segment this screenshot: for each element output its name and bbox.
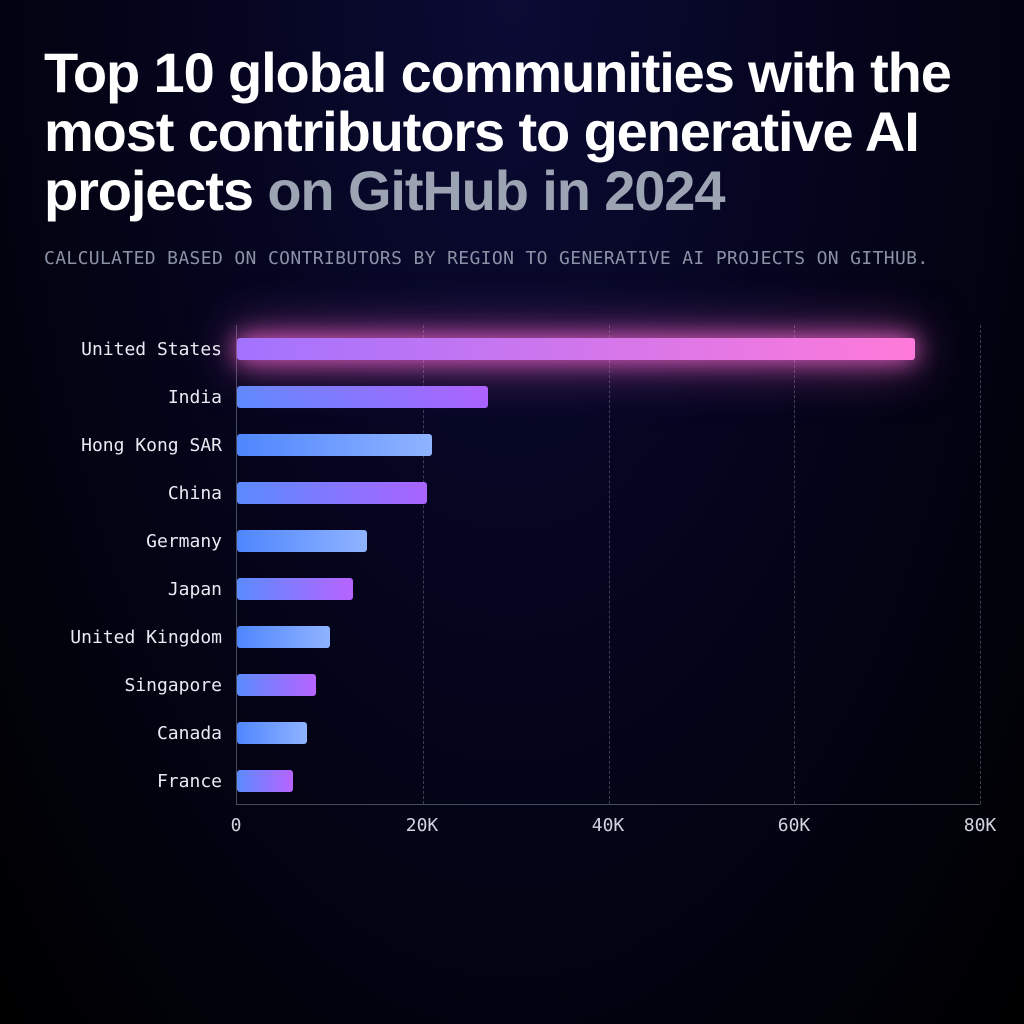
- category-label: China: [44, 469, 236, 517]
- bar-row: [237, 613, 980, 661]
- category-label: Germany: [44, 517, 236, 565]
- chart-title-secondary: on GitHub in 2024: [267, 159, 724, 222]
- y-axis-labels: United StatesIndiaHong Kong SARChinaGerm…: [44, 325, 236, 805]
- gridline: [980, 325, 981, 804]
- bar: [237, 338, 915, 360]
- chart-subtitle: CALCULATED BASED ON CONTRIBUTORS BY REGI…: [44, 248, 980, 269]
- bar: [237, 770, 293, 792]
- category-label: Hong Kong SAR: [44, 421, 236, 469]
- category-label: India: [44, 373, 236, 421]
- x-tick-label: 60K: [778, 815, 811, 836]
- bar-row: [237, 757, 980, 805]
- bar: [237, 578, 353, 600]
- bar-row: [237, 517, 980, 565]
- x-tick-label: 0: [231, 815, 242, 836]
- bar-row: [237, 469, 980, 517]
- bar: [237, 530, 367, 552]
- bar: [237, 434, 432, 456]
- bar-row: [237, 325, 980, 373]
- bar: [237, 722, 307, 744]
- chart-container: United StatesIndiaHong Kong SARChinaGerm…: [44, 325, 980, 841]
- x-tick-label: 40K: [592, 815, 625, 836]
- bar: [237, 386, 488, 408]
- category-label: United States: [44, 325, 236, 373]
- x-tick-label: 20K: [406, 815, 439, 836]
- x-axis: 020K40K60K80K: [236, 805, 980, 841]
- bar-chart: United StatesIndiaHong Kong SARChinaGerm…: [44, 325, 980, 805]
- category-label: Canada: [44, 709, 236, 757]
- bar: [237, 674, 316, 696]
- chart-title: Top 10 global communities with the most …: [44, 44, 980, 220]
- bar: [237, 626, 330, 648]
- bar: [237, 482, 427, 504]
- category-label: Japan: [44, 565, 236, 613]
- bar-row: [237, 709, 980, 757]
- bar-row: [237, 661, 980, 709]
- category-label: Singapore: [44, 661, 236, 709]
- plot-area: [236, 325, 980, 805]
- bars-group: [237, 325, 980, 804]
- bar-row: [237, 421, 980, 469]
- bar-row: [237, 565, 980, 613]
- category-label: France: [44, 757, 236, 805]
- bar-row: [237, 373, 980, 421]
- x-tick-label: 80K: [964, 815, 997, 836]
- category-label: United Kingdom: [44, 613, 236, 661]
